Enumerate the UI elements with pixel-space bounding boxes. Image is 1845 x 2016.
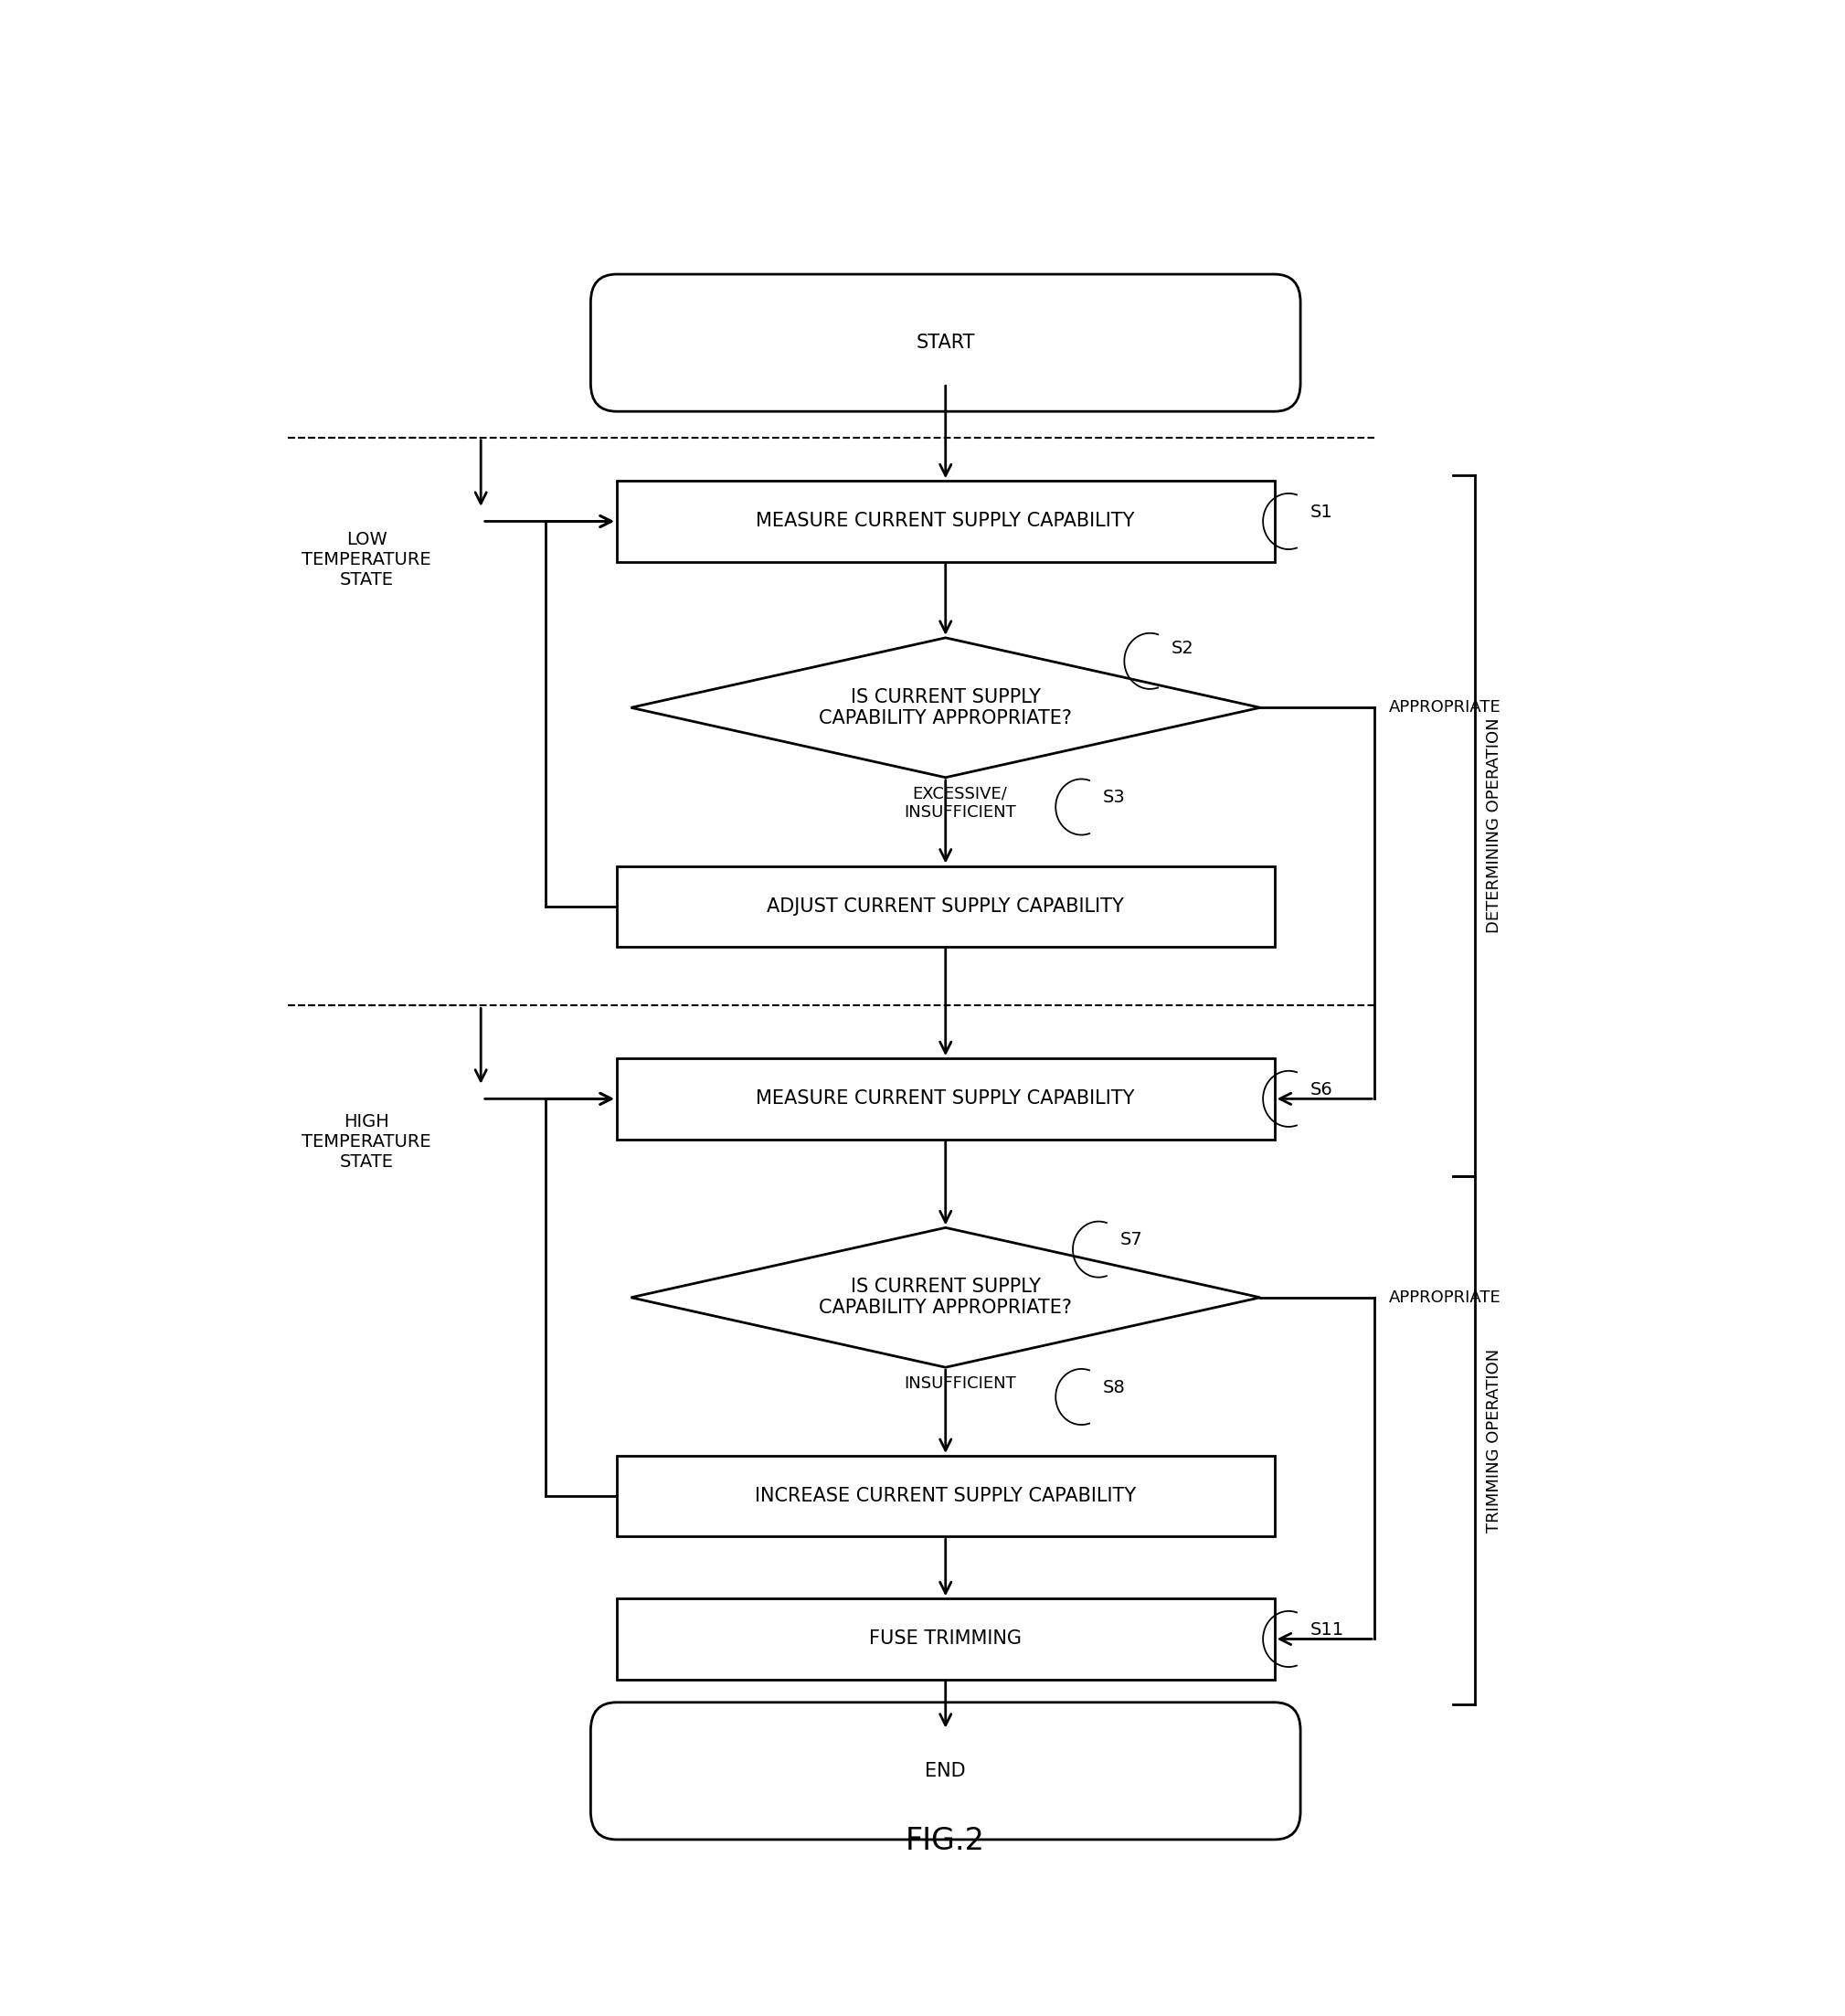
Text: S6: S6	[1310, 1081, 1332, 1099]
Text: S3: S3	[1103, 788, 1125, 806]
Bar	[616, 482, 1275, 562]
FancyBboxPatch shape	[590, 1702, 1301, 1839]
Text: LOW
TEMPERATURE
STATE: LOW TEMPERATURE STATE	[303, 532, 432, 589]
Bar	[616, 1599, 1275, 1679]
Text: TRIMMING OPERATION: TRIMMING OPERATION	[1485, 1349, 1502, 1532]
Text: INSUFFICIENT: INSUFFICIENT	[904, 1375, 1017, 1391]
Text: IS CURRENT SUPPLY
CAPABILITY APPROPRIATE?: IS CURRENT SUPPLY CAPABILITY APPROPRIATE…	[819, 1278, 1072, 1316]
FancyBboxPatch shape	[590, 274, 1301, 411]
Text: S11: S11	[1310, 1621, 1345, 1639]
Bar	[616, 1058, 1275, 1139]
Text: DETERMINING OPERATION: DETERMINING OPERATION	[1485, 718, 1502, 933]
Bar	[616, 1456, 1275, 1536]
Text: S1: S1	[1310, 504, 1332, 520]
Text: FUSE TRIMMING: FUSE TRIMMING	[869, 1629, 1022, 1649]
Text: MEASURE CURRENT SUPPLY CAPABILITY: MEASURE CURRENT SUPPLY CAPABILITY	[756, 1091, 1135, 1109]
Text: END: END	[924, 1762, 967, 1780]
Text: S8: S8	[1103, 1379, 1125, 1397]
Text: MEASURE CURRENT SUPPLY CAPABILITY: MEASURE CURRENT SUPPLY CAPABILITY	[756, 512, 1135, 530]
Text: S7: S7	[1120, 1232, 1142, 1248]
Text: INCREASE CURRENT SUPPLY CAPABILITY: INCREASE CURRENT SUPPLY CAPABILITY	[755, 1488, 1137, 1506]
Text: APPROPRIATE: APPROPRIATE	[1389, 1290, 1502, 1306]
Polygon shape	[631, 637, 1260, 778]
Text: FIG.2: FIG.2	[906, 1826, 985, 1857]
Text: START: START	[917, 335, 974, 353]
Text: ADJUST CURRENT SUPPLY CAPABILITY: ADJUST CURRENT SUPPLY CAPABILITY	[768, 897, 1124, 915]
Text: S2: S2	[1172, 639, 1194, 657]
Text: APPROPRIATE: APPROPRIATE	[1389, 700, 1502, 716]
Bar	[616, 867, 1275, 948]
Text: IS CURRENT SUPPLY
CAPABILITY APPROPRIATE?: IS CURRENT SUPPLY CAPABILITY APPROPRIATE…	[819, 687, 1072, 728]
Polygon shape	[631, 1228, 1260, 1367]
Text: HIGH
TEMPERATURE
STATE: HIGH TEMPERATURE STATE	[303, 1113, 432, 1171]
Text: EXCESSIVE/
INSUFFICIENT: EXCESSIVE/ INSUFFICIENT	[904, 786, 1017, 821]
